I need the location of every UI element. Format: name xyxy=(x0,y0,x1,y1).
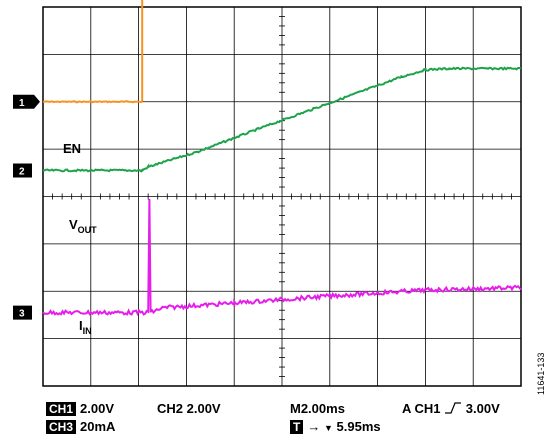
trace-iin xyxy=(42,198,522,316)
channel-marker-1 xyxy=(13,94,40,109)
trigger-position: T → ▼ 5.95ms xyxy=(290,419,381,434)
trigger-level: 3.00V xyxy=(465,401,500,416)
label-sub-iin: IN xyxy=(83,326,92,336)
t-badge: T xyxy=(290,420,304,434)
channel-marker-number: 1 xyxy=(19,98,25,109)
channel-markers: 1 2 3 xyxy=(13,94,40,320)
trigger-setting: A CH1 3.00V xyxy=(402,401,500,416)
traces xyxy=(42,0,522,316)
trigger-offset: 5.95ms xyxy=(336,419,381,434)
label-en: EN xyxy=(63,141,81,156)
label-sub-vout: OUT xyxy=(78,225,98,235)
timebase: M2.00ms xyxy=(290,401,345,416)
ch1-scale-value: 2.00V xyxy=(80,401,114,416)
ch3-badge: CH3 xyxy=(46,420,77,434)
channel-marker-2 xyxy=(13,163,32,178)
trigger-source: A CH1 xyxy=(402,401,441,416)
channel-marker-number: 3 xyxy=(19,309,25,320)
channel-marker-3 xyxy=(13,305,32,320)
rising-edge-icon xyxy=(445,402,462,414)
channel-marker-number: 2 xyxy=(19,166,25,177)
graticule xyxy=(43,7,521,386)
ch1-scale: CH1 2.00V xyxy=(46,401,114,416)
right-arrow-icon: → xyxy=(307,419,321,434)
trace-en xyxy=(42,0,144,104)
ch3-scale-value: 20mA xyxy=(80,419,116,434)
figure-id: 11641-133 xyxy=(536,352,546,395)
ch2-scale: CH2 2.00V xyxy=(157,401,221,416)
ch1-badge: CH1 xyxy=(46,402,77,416)
trace-vout xyxy=(42,66,522,173)
down-triangle-icon: ▼ xyxy=(323,423,333,433)
ch3-scale: CH3 20mA xyxy=(46,419,115,434)
